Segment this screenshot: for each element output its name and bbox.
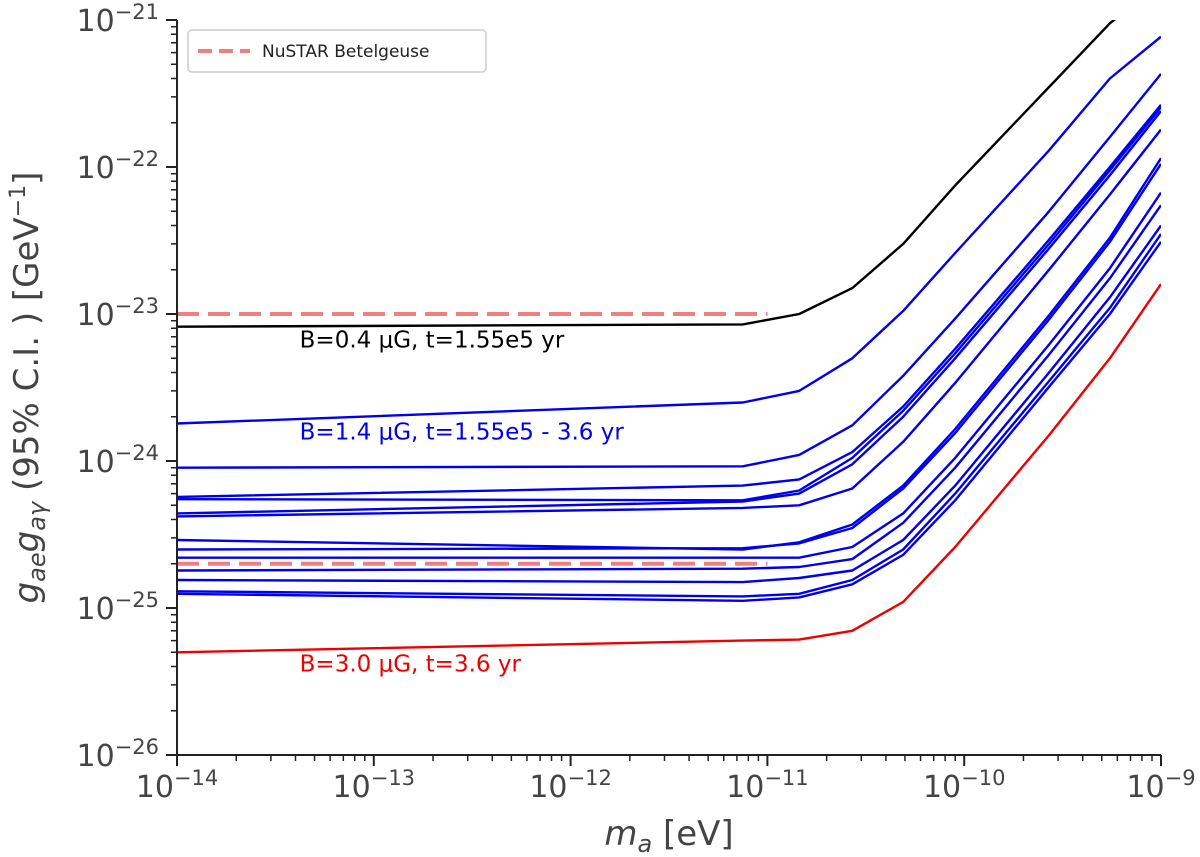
annotation-1: B=0.4 μG, t=1.55e5 yr — [300, 328, 565, 354]
series-line-4 — [177, 104, 1161, 499]
series-line-5 — [177, 106, 1161, 502]
x-tick-label-3: 10−12 — [529, 766, 612, 805]
series-line-2 — [177, 35, 1161, 425]
y-tick-label-6: 10−21 — [76, 0, 159, 39]
legend: NuSTAR Betelgeuse — [187, 29, 487, 73]
series-line-10 — [177, 191, 1161, 559]
y-axis-label: gaegaγ (95% C.I. ) [GeV−1] — [6, 172, 51, 604]
y-tick-label-2: 10−25 — [76, 588, 159, 627]
x-tick-label-4: 10−11 — [726, 766, 809, 805]
x-tick-label-5: 10−10 — [923, 766, 1006, 805]
x-tick-label-1: 10−14 — [136, 766, 219, 805]
series-line-12 — [177, 224, 1161, 584]
series-line-13 — [177, 233, 1161, 598]
y-tick-label-5: 10−22 — [76, 147, 159, 186]
annotation-3: B=3.0 μG, t=3.6 yr — [300, 651, 522, 677]
x-tick-label-6: 10−9 — [1126, 766, 1195, 805]
series-line-15 — [177, 283, 1161, 654]
annotation-2: B=1.4 μG, t=1.55e5 - 3.6 yr — [300, 420, 625, 446]
series-line-11 — [177, 204, 1161, 572]
series-line-7 — [177, 128, 1161, 518]
reference-lines — [177, 312, 768, 566]
x-axis-label: ma [eV] — [604, 814, 733, 857]
series-line-9 — [177, 163, 1161, 551]
series-line-6 — [177, 110, 1161, 515]
x-tick-label-2: 10−13 — [333, 766, 416, 805]
legend-box — [187, 29, 487, 73]
y-tick-label-3: 10−24 — [76, 441, 159, 480]
legend-label: NuSTAR Betelgeuse — [262, 42, 430, 62]
series-layer — [177, 20, 1161, 654]
series-line-8 — [177, 157, 1161, 551]
y-tick-label-1: 10−26 — [76, 735, 159, 774]
series-line-14 — [177, 241, 1161, 602]
axis-labels: ma [eV] gaegaγ (95% C.I. ) [GeV−1] — [6, 172, 734, 857]
series-line-3 — [177, 73, 1161, 469]
series-line-1 — [177, 20, 1116, 328]
y-tick-label-4: 10−23 — [76, 294, 159, 333]
axes: 10−14 10−13 10−12 10−11 10−10 10−9 10−26 10−25 1… — [76, 0, 1195, 805]
annotations: B=0.4 μG, t=1.55e5 yr B=1.4 μG, t=1.55e5 … — [300, 328, 625, 678]
